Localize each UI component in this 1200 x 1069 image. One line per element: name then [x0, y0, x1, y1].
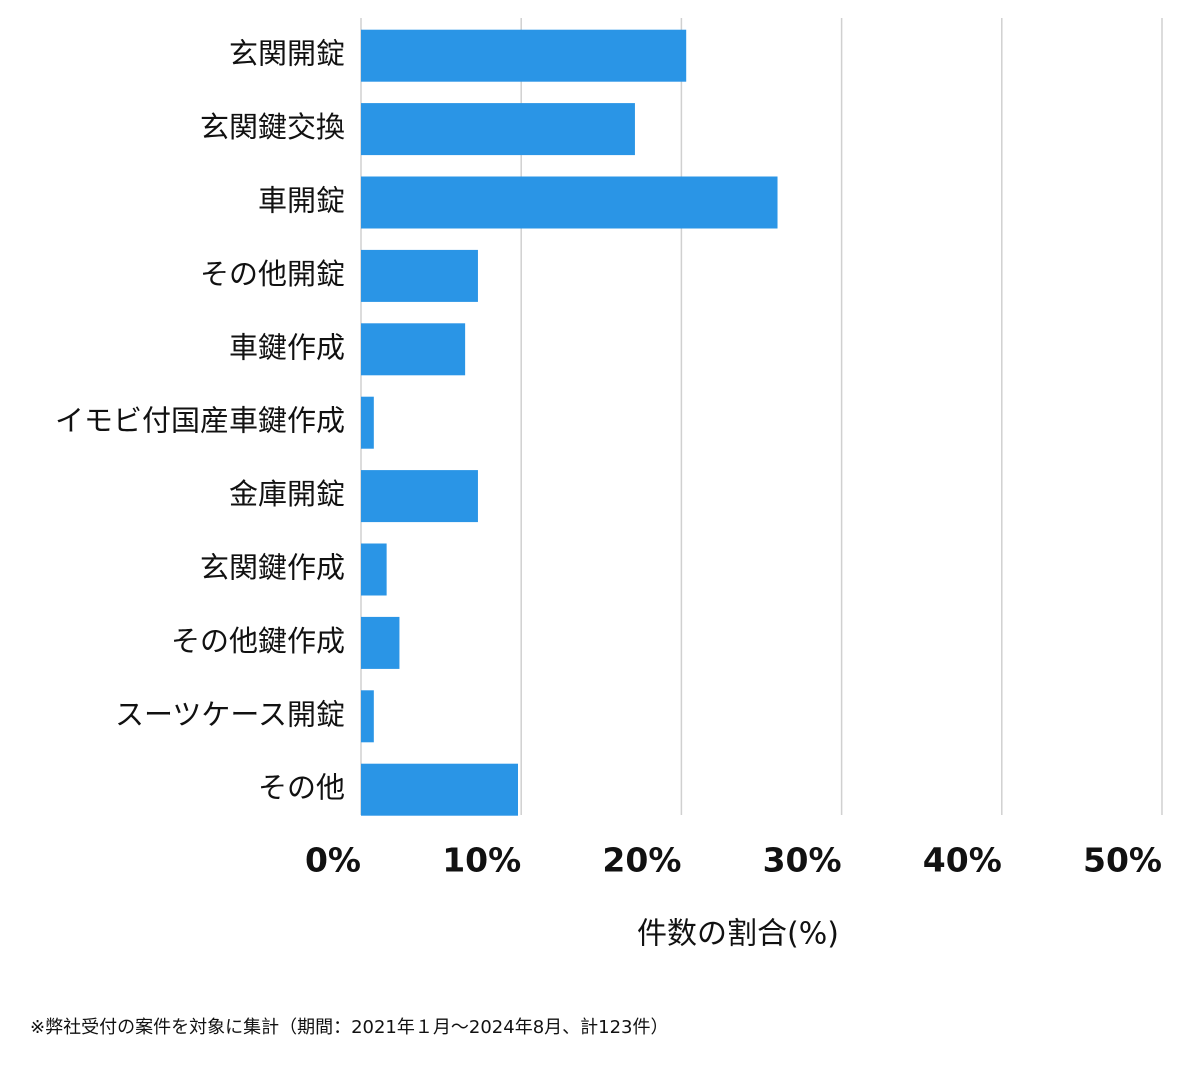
y-tick-label: 玄関開錠 [229, 37, 345, 71]
y-tick-label: 玄関鍵作成 [200, 551, 345, 585]
x-tick-label: 10% [442, 841, 521, 880]
x-tick-label: 30% [763, 841, 842, 880]
y-tick-label: 車開錠 [258, 184, 345, 218]
x-axis-title: 件数の割合(%) [637, 917, 839, 952]
x-tick-label: 50% [1083, 841, 1162, 880]
y-tick-label: 玄関鍵交換 [200, 110, 345, 144]
y-tick-label: 金庫開錠 [229, 477, 345, 511]
y-tick-label: その他開錠 [200, 257, 345, 291]
bar [361, 396, 374, 449]
bar [361, 543, 387, 596]
x-tick-label: 0% [305, 841, 361, 880]
bar [361, 470, 478, 523]
x-tick-label: 40% [923, 841, 1002, 880]
y-tick-label: スーツケース開錠 [115, 697, 345, 731]
bar [361, 103, 635, 156]
y-tick-label: その他 [258, 771, 345, 805]
x-tick-label: 20% [602, 841, 681, 880]
y-tick-label: イモビ付国産車鍵作成 [55, 404, 345, 438]
bar [361, 616, 400, 669]
bar [361, 176, 778, 229]
bar [361, 763, 518, 816]
bar [361, 29, 687, 82]
y-tick-label: その他鍵作成 [171, 624, 345, 658]
y-tick-label: 車鍵作成 [229, 330, 345, 364]
bar [361, 249, 478, 302]
bar [361, 323, 466, 376]
bar [361, 690, 374, 743]
footnote: ※弊社受付の案件を対象に集計（期間：2021年１月〜2024年8月、計123件） [30, 1017, 669, 1038]
